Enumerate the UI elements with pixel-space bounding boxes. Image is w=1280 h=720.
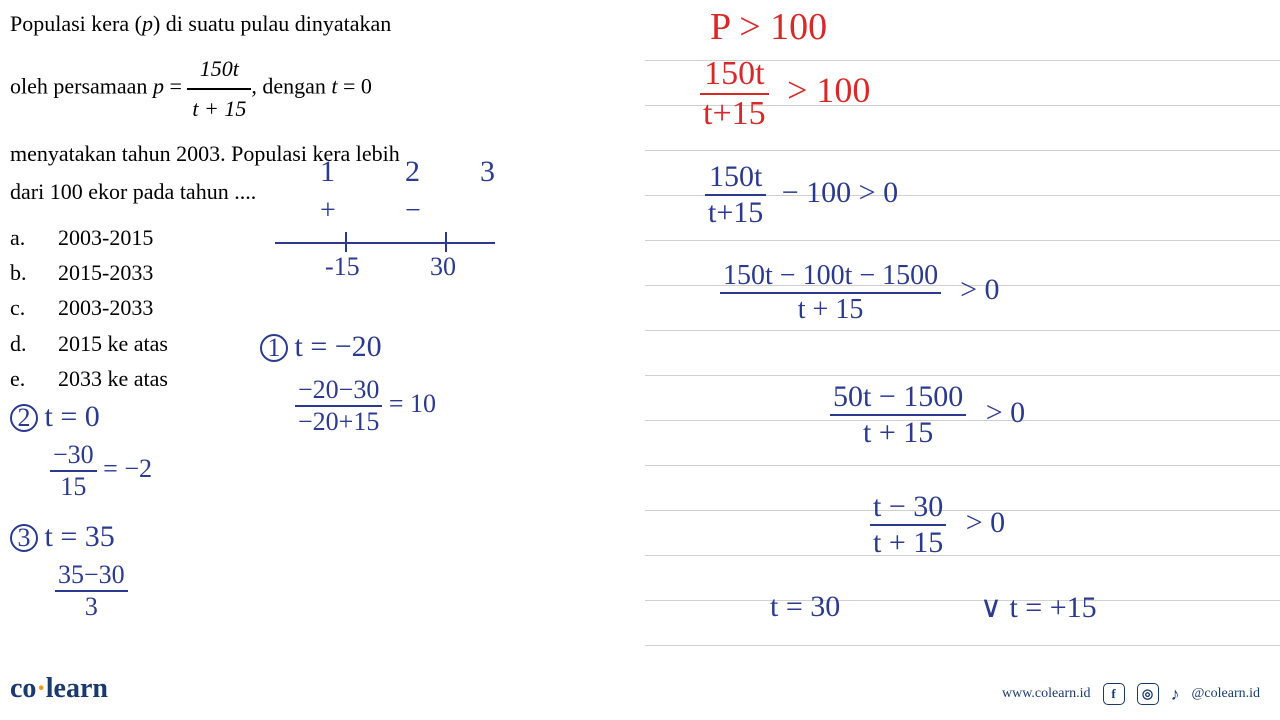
logo-learn: learn — [46, 673, 108, 704]
logo-dot: · — [36, 673, 45, 704]
hw-work1: 1 t = −20 — [260, 330, 382, 364]
hw-work1-calc: −20−30 −20+15 = 10 — [295, 375, 436, 437]
hw-sign-minus: − — [405, 195, 421, 227]
hw-work3: 3 t = 35 — [10, 520, 115, 554]
logo-co: co — [10, 673, 36, 704]
problem-line2-pre: oleh persamaan — [10, 74, 153, 99]
hw-work1-label: 1 — [260, 334, 288, 362]
hw-work2-calc: −30 15 = −2 — [50, 440, 152, 502]
hw-right-6: t − 30 t + 15 > 0 — [870, 490, 1005, 560]
hw-right-5: 50t − 1500 t + 15 > 0 — [830, 380, 1025, 450]
hw-right-3: 150t t+15 − 100 > 0 — [705, 160, 898, 230]
problem-var-p2: p — [153, 74, 164, 99]
hw-work3-label: 3 — [10, 524, 38, 552]
facebook-icon: f — [1103, 683, 1125, 705]
tiktok-icon: ♪ — [1171, 684, 1180, 705]
hw-right-2: 150t t+15 > 100 — [700, 55, 870, 133]
hw-work2-label: 2 — [10, 404, 38, 432]
problem-line2-post: , dengan — [251, 74, 331, 99]
hw-region-2: 2 — [405, 155, 420, 189]
nl-left-label: -15 — [325, 252, 360, 282]
hw-work3-calc: 35−30 3 — [55, 560, 128, 622]
problem-frac-den: t + 15 — [187, 90, 251, 127]
hw-work1-line1: t = −20 — [295, 330, 382, 363]
answer-options: a. 2003-2015 b. 2015-2033 c. 2003-2033 d… — [10, 220, 630, 396]
logo: co·learn — [10, 673, 108, 705]
hw-right-7a: t = 30 — [770, 590, 840, 624]
hw-region-1: 1 — [320, 155, 335, 189]
hw-right-4: 150t − 100t − 1500 t + 15 > 0 — [720, 260, 1000, 326]
problem-var-p: p — [142, 11, 153, 36]
problem-line1-post: ) di suatu pulau dinyatakan — [153, 11, 391, 36]
footer-url: www.colearn.id — [1002, 686, 1091, 702]
hw-region-3: 3 — [480, 155, 495, 189]
problem-line1-pre: Populasi kera ( — [10, 11, 142, 36]
problem-fraction: 150t t + 15 — [187, 50, 251, 127]
hw-right-1: P > 100 — [710, 5, 827, 49]
instagram-icon: ◎ — [1137, 683, 1159, 705]
hw-work2: 2 t = 0 — [10, 400, 100, 434]
hw-sign-plus: + — [320, 195, 336, 227]
footer-handle: @colearn.id — [1192, 686, 1260, 702]
hw-work3-line1: t = 35 — [45, 520, 115, 553]
option-c: c. 2003-2033 — [10, 290, 630, 325]
footer-right: www.colearn.id f ◎ ♪ @colearn.id — [1002, 683, 1260, 705]
option-b: b. 2015-2033 — [10, 255, 630, 290]
hw-work2-line1: t = 0 — [45, 400, 100, 433]
problem-line2-end: = 0 — [337, 74, 371, 99]
hw-right-7b: ∨ t = +15 — [980, 590, 1097, 625]
problem-eq: = — [164, 74, 187, 99]
problem-frac-num: 150t — [187, 50, 251, 89]
nl-right-label: 30 — [430, 252, 456, 282]
